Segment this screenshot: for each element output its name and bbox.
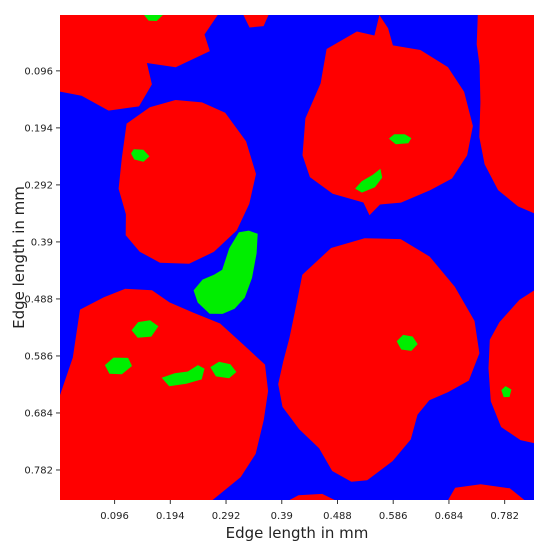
grain-region-2 — [118, 100, 256, 264]
inclusion-region-21 — [144, 15, 163, 21]
grain-region-1 — [302, 15, 473, 216]
x-tick-label-0: 0.096 — [100, 511, 129, 522]
grain-region-7 — [91, 490, 138, 500]
grain-region-6 — [488, 290, 534, 444]
inclusion-region-18 — [210, 361, 237, 379]
x-tick-label-3: 0.39 — [271, 511, 293, 522]
x-axis-label: Edge length in mm — [226, 524, 369, 542]
grain-region-0 — [60, 15, 218, 111]
x-axis-ticks: 0.096 0.194 0.292 0.39 0.488 0.586 0.684 0.782 — [100, 500, 519, 522]
x-tick-label-7: 0.782 — [490, 511, 519, 522]
y-tick-label-7: 0.782 — [24, 465, 53, 476]
grain-region-4 — [278, 238, 480, 482]
inclusion-region-19 — [396, 334, 418, 351]
y-tick-label-0: 0.096 — [24, 66, 53, 77]
grain-region-8 — [448, 484, 525, 500]
grain-region-5 — [60, 288, 269, 500]
grain-region-3 — [476, 15, 534, 214]
x-tick-label-4: 0.488 — [323, 511, 352, 522]
inclusion-region-11 — [193, 230, 258, 314]
inclusion-region-12 — [131, 149, 150, 162]
grain-region-9 — [289, 493, 335, 500]
inclusion-region-20 — [501, 386, 512, 398]
inclusion-region-15 — [131, 320, 159, 338]
x-tick-label-5: 0.586 — [379, 511, 408, 522]
y-tick-label-1: 0.194 — [24, 123, 53, 134]
inclusion-region-14 — [355, 168, 383, 193]
x-tick-label-1: 0.194 — [156, 511, 185, 522]
y-tick-label-5: 0.586 — [24, 351, 53, 362]
y-tick-label-6: 0.684 — [24, 408, 53, 419]
phase-regions — [60, 15, 534, 500]
y-axis-ticks: 0.096 0.194 0.292 0.39 0.488 0.586 0.684 0.782 — [24, 66, 60, 476]
y-tick-label-4: 0.488 — [24, 294, 53, 305]
inclusion-region-17 — [161, 365, 205, 387]
y-tick-label-3: 0.39 — [31, 237, 53, 248]
y-axis-label: Edge length in mm — [10, 186, 28, 329]
x-tick-label-6: 0.684 — [435, 511, 464, 522]
inclusion-region-13 — [388, 134, 412, 145]
inclusion-region-16 — [104, 357, 132, 375]
grain-region-10 — [243, 15, 269, 28]
y-tick-label-2: 0.292 — [24, 180, 53, 191]
x-tick-label-2: 0.292 — [212, 511, 241, 522]
